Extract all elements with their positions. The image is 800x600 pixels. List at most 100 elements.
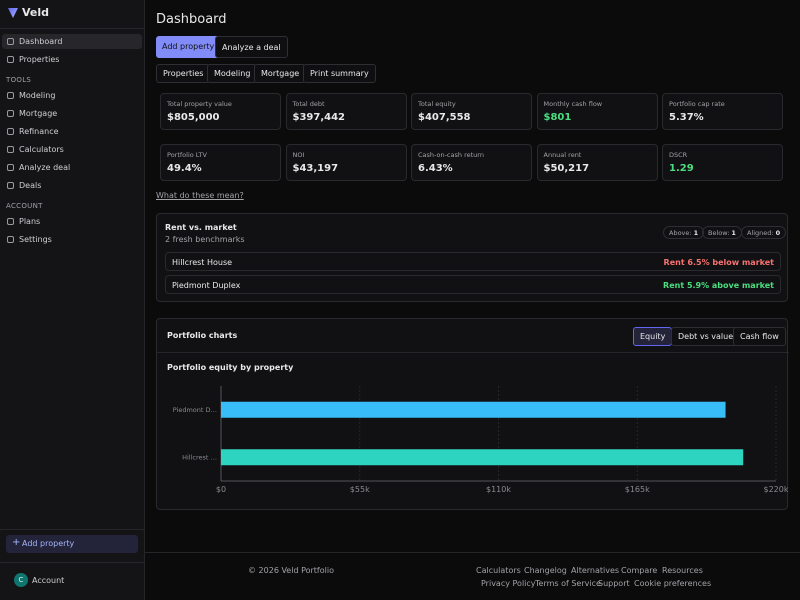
- benchmark-status: Rent 5.9% above market: [663, 281, 774, 290]
- chart-title: Portfolio equity by property: [167, 363, 294, 372]
- metric-value: 5.37%: [669, 112, 704, 123]
- bar: [221, 449, 744, 466]
- footer-link[interactable]: Support: [598, 579, 630, 588]
- nav-item[interactable]: Deals: [19, 181, 42, 190]
- chart-tab[interactable]: Debt vs value: [671, 327, 741, 346]
- divider: [0, 562, 144, 563]
- rent-panel: Rent vs. market 2 fresh benchmarks Above: 1…: [156, 213, 788, 302]
- y-tick-label: Piedmont D…: [173, 406, 217, 414]
- nav-item[interactable]: Refinance: [19, 127, 59, 136]
- metric-card: Total property value $805,000: [160, 93, 281, 130]
- benchmark-status: Rent 6.5% below market: [663, 258, 774, 267]
- divider: [144, 552, 800, 553]
- nav-icon: [7, 128, 14, 135]
- badge: Above: 1: [663, 226, 705, 239]
- nav-icon: [7, 38, 14, 45]
- footer-link[interactable]: Privacy Policy: [481, 579, 536, 588]
- nav-item[interactable]: Analyze deal: [19, 163, 71, 172]
- divider: [0, 529, 144, 530]
- charts-panel: Portfolio charts Equity Debt vs value Cash …: [156, 318, 789, 510]
- footer-link[interactable]: Cookie preferences: [634, 579, 712, 588]
- chart-tab[interactable]: Cash flow: [733, 327, 786, 346]
- divider: [0, 28, 144, 29]
- metric-label: Monthly cash flow: [543, 100, 603, 108]
- brand-logo: [8, 8, 18, 18]
- metric-label: DSCR: [669, 151, 688, 159]
- x-tick-label: $165k: [625, 485, 650, 494]
- badge: Aligned: 0: [741, 226, 787, 239]
- benchmark-row: Piedmont Duplex Rent 5.9% above market: [165, 275, 781, 294]
- nav-icon: [7, 164, 14, 171]
- metric-value: 1.29: [669, 163, 694, 174]
- account-link[interactable]: Account: [32, 576, 65, 585]
- brand: Veld: [22, 6, 50, 19]
- metric-card: Portfolio LTV 49.4%: [160, 144, 281, 181]
- nav-icon: [7, 92, 14, 99]
- metric-card: Total debt $397,442: [285, 93, 407, 130]
- badge-count: 0: [775, 229, 781, 237]
- add-property-button[interactable]: + Add property: [6, 535, 138, 553]
- tab-button[interactable]: Properties: [156, 64, 211, 83]
- badge-label: Aligned:: [747, 229, 774, 237]
- x-tick-label: $220k: [764, 485, 789, 494]
- benchmark-row: Hillcrest House Rent 6.5% below market: [165, 252, 781, 271]
- nav-item[interactable]: Calculators: [19, 145, 64, 154]
- nav-item[interactable]: Modeling: [19, 91, 56, 100]
- metric-label: Total debt: [292, 100, 325, 108]
- metric-card: Total equity $407,558: [411, 93, 532, 130]
- y-tick-label: Hillcrest …: [182, 453, 217, 461]
- metric-card: Portfolio cap rate 5.37%: [662, 93, 783, 130]
- divider: [157, 352, 789, 353]
- metric-card: Annual rent $50,217: [536, 144, 658, 181]
- metric-label: Total equity: [418, 100, 456, 108]
- nav-icon: [7, 146, 14, 153]
- metric-label: Total property value: [167, 100, 232, 108]
- footer-link[interactable]: Terms of Service: [535, 579, 601, 588]
- nav-item[interactable]: Mortgage: [19, 109, 58, 118]
- footer-link[interactable]: Changelog: [524, 566, 567, 575]
- metric-card: DSCR 1.29: [662, 144, 783, 181]
- property-name: Hillcrest House: [172, 258, 233, 267]
- nav-item[interactable]: Properties: [19, 55, 60, 64]
- primary-button[interactable]: Add property: [156, 36, 221, 58]
- add-property-label: Add property: [22, 539, 75, 548]
- badge-label: Above:: [669, 229, 692, 237]
- tab-button[interactable]: Print summary: [303, 64, 376, 83]
- help-link[interactable]: What do these mean?: [156, 191, 244, 200]
- footer-link[interactable]: Resources: [662, 566, 703, 575]
- metric-label: NOI: [292, 151, 305, 159]
- nav-icon: [7, 236, 14, 243]
- x-tick-label: $55k: [350, 485, 370, 494]
- tab-button[interactable]: Modeling: [207, 64, 258, 83]
- panel-title: Rent vs. market: [165, 223, 237, 232]
- chart: $0 $55k $110k $165k $220k Piedmont D… Hillcres…: [173, 386, 789, 494]
- nav-item[interactable]: Dashboard: [19, 37, 63, 46]
- footer-link[interactable]: Calculators: [476, 566, 521, 575]
- x-tick-label: $110k: [486, 485, 511, 494]
- nav-item[interactable]: Plans: [19, 217, 41, 226]
- section-heading: TOOLS: [6, 76, 32, 84]
- chart-tab[interactable]: Equity: [633, 327, 673, 346]
- tab-button[interactable]: Mortgage: [254, 64, 307, 83]
- sidebar: Veld Dashboard Properties TOOLS Modeling Mort…: [0, 0, 145, 600]
- badge-count: 1: [693, 229, 699, 237]
- metric-card: NOI $43,197: [285, 144, 407, 181]
- section-heading: ACCOUNT: [6, 202, 43, 210]
- property-name: Piedmont Duplex: [172, 281, 241, 290]
- nav-icon: [7, 110, 14, 117]
- panel-title: Portfolio charts: [167, 331, 238, 340]
- footer-link[interactable]: Alternatives: [571, 566, 620, 575]
- avatar[interactable]: C: [14, 573, 28, 587]
- copyright: © 2026 Veld Portfolio: [248, 566, 334, 575]
- nav-item[interactable]: Settings: [19, 235, 52, 244]
- metric-value: 49.4%: [167, 163, 202, 174]
- footer-link[interactable]: Compare: [621, 566, 658, 575]
- badge: Below: 1: [702, 226, 742, 239]
- secondary-button[interactable]: Analyze a deal: [215, 36, 288, 58]
- metric-card: Monthly cash flow $801: [536, 93, 658, 130]
- metric-value: $397,442: [292, 112, 346, 123]
- page-title: Dashboard: [156, 12, 227, 27]
- plus-icon: +: [12, 537, 21, 548]
- metric-label: Portfolio cap rate: [669, 100, 725, 108]
